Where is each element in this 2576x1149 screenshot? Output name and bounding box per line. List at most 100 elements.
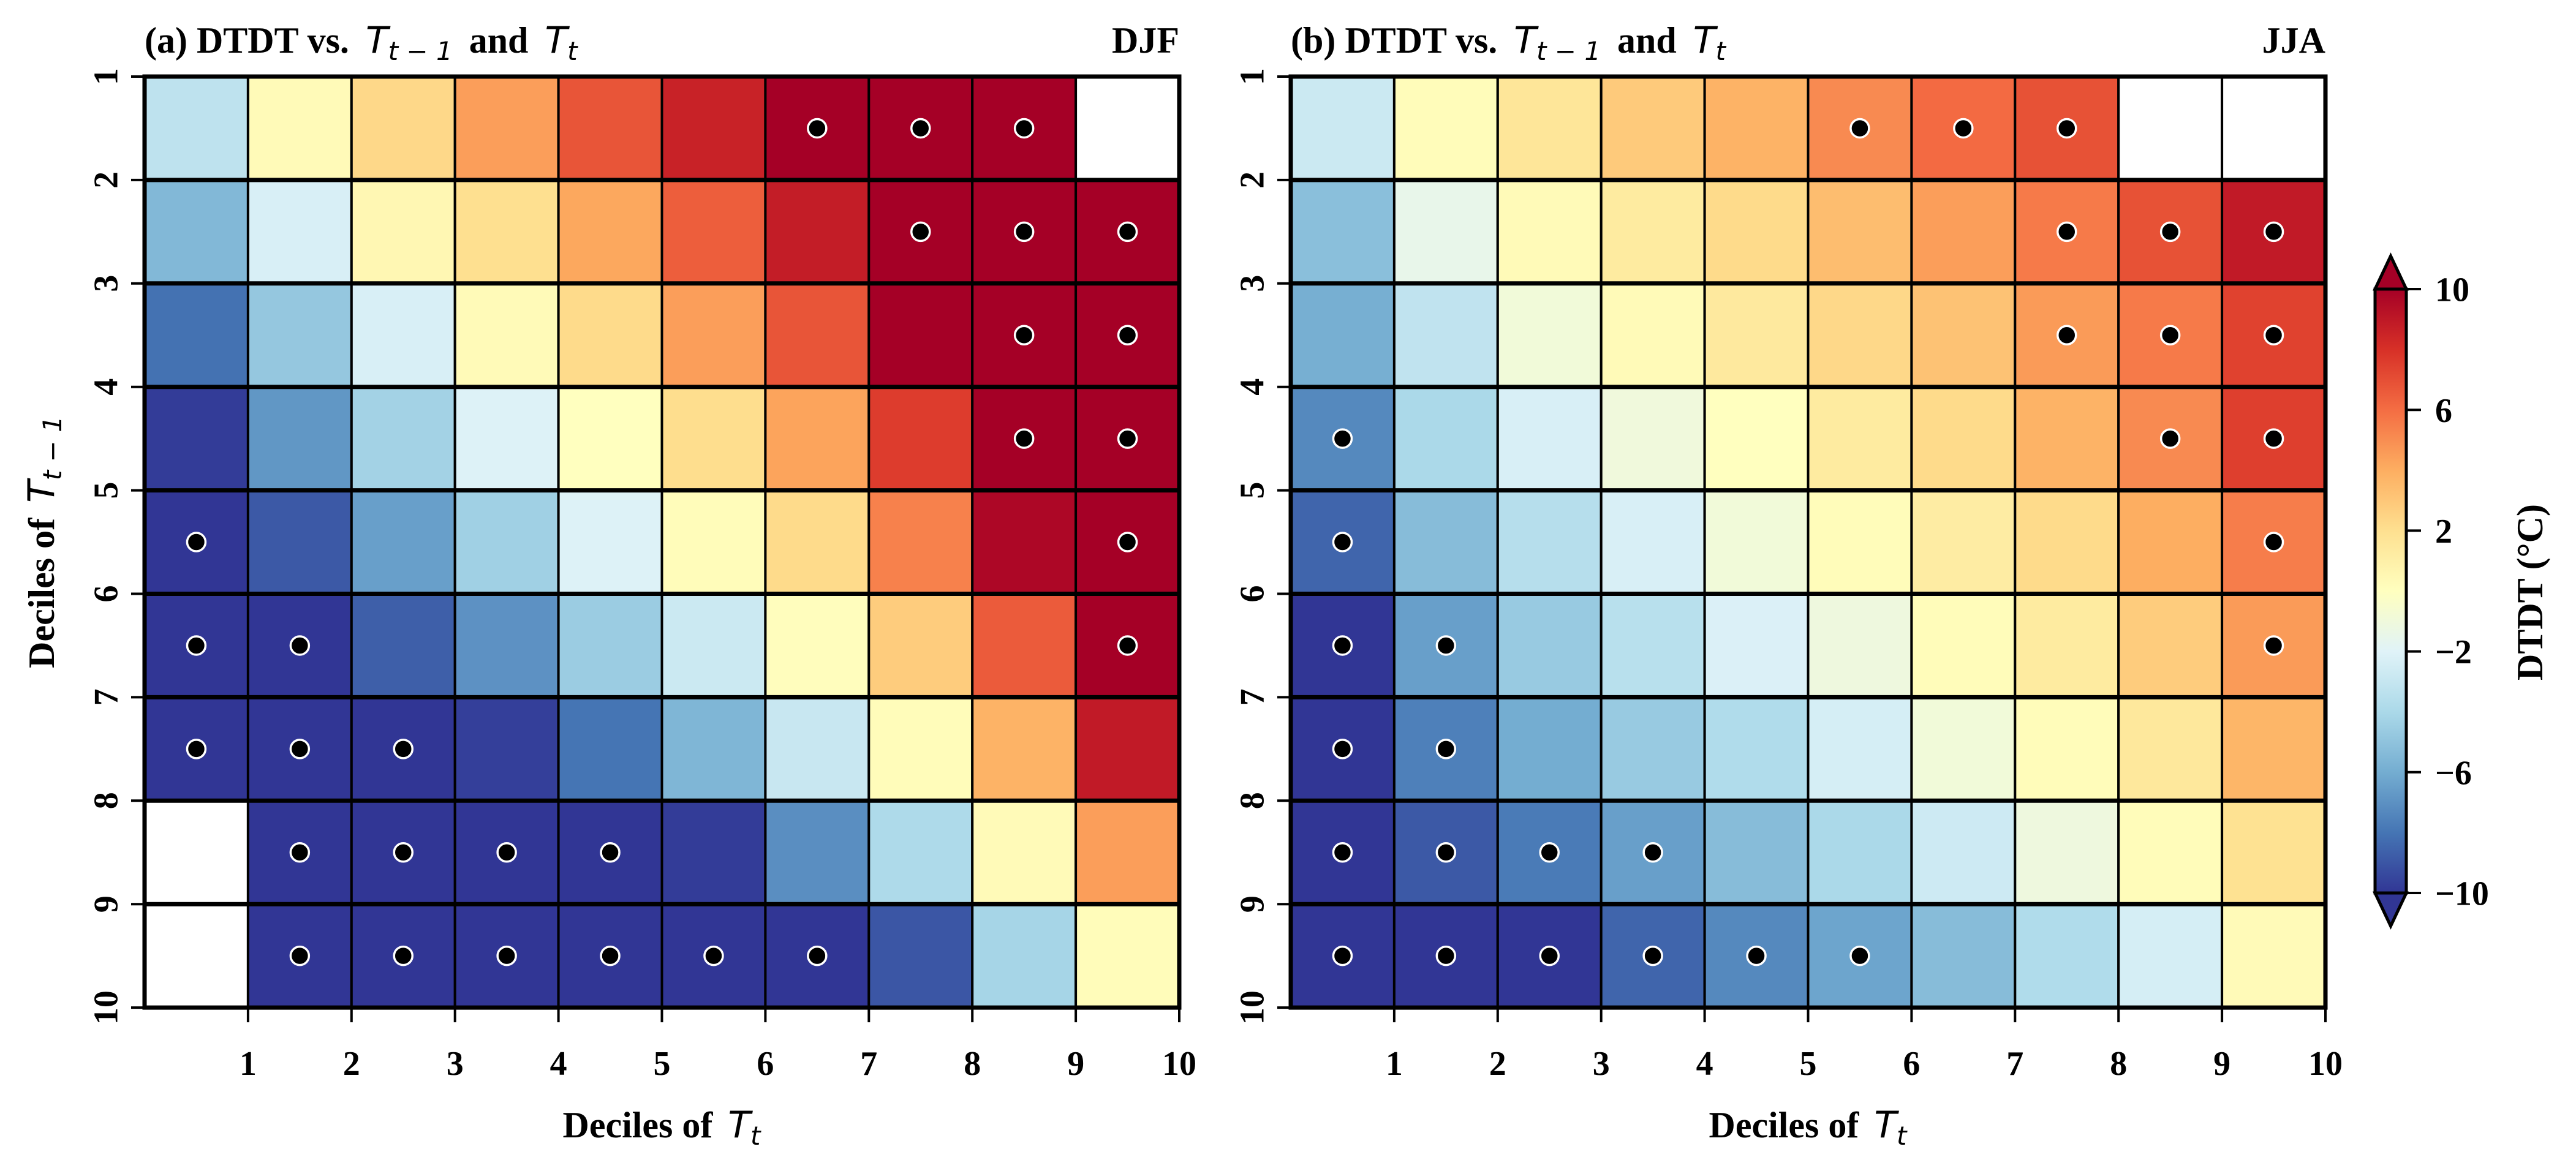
heatmap-cell-b-r6-c4 [1600, 592, 1706, 699]
significance-dot [186, 532, 207, 552]
heatmap-cell-a-r7-c7 [764, 696, 871, 802]
significance-dot [2057, 325, 2077, 345]
heatmap-cell-b-r1-c2 [1392, 75, 1499, 181]
significance-dot [186, 635, 207, 656]
y-tick-label: 4 [1234, 379, 1272, 396]
significance-dot [1642, 945, 1663, 966]
heatmap-cell-a-r5-c3 [350, 489, 456, 595]
significance-dot [2263, 428, 2284, 449]
colorbar-tick-label: −10 [2435, 875, 2489, 913]
heatmap-cell-a-r8-c9 [971, 799, 1078, 906]
heatmap-cell-a-r3-c5 [557, 282, 663, 388]
heatmap-cell-b-r4-c4 [1600, 385, 1706, 492]
y-tick-label: 3 [88, 275, 126, 292]
y-tick-label: 2 [1234, 171, 1272, 189]
significance-dot [1332, 635, 1353, 656]
heatmap-cell-a-r6-c6 [660, 592, 767, 699]
x-tick-label: 1 [240, 1045, 257, 1083]
heatmap-cell-a-r3-c7 [764, 282, 871, 388]
heatmap-cell-a-r7-c9 [971, 696, 1078, 802]
heatmap-cell-b-r6-c9 [2117, 592, 2224, 699]
heatmap-cell-a-r5-c7 [764, 489, 871, 595]
heatmap-cell-b-r9-c9 [2117, 903, 2224, 1009]
significance-dot [1435, 739, 1457, 759]
heatmap-cell-a-r6-c5 [557, 592, 663, 699]
x-tick-label: 4 [1696, 1045, 1713, 1083]
heatmap-cell-b-r1-c4 [1600, 75, 1706, 181]
heatmap-cell-b-r2-c3 [1496, 178, 1603, 285]
heatmap-cell-b-r8-c10 [2221, 799, 2327, 906]
heatmap-cell-a-r5-c9 [971, 489, 1078, 595]
significance-dot [2263, 221, 2284, 243]
heatmap-cell-b-r7-c10 [2221, 696, 2327, 802]
heatmap-cell-a-r5-c5 [557, 489, 663, 595]
x-tick-label: 7 [2006, 1045, 2023, 1083]
heatmap-cell-b-r2-c7 [1910, 178, 2017, 285]
colorbar-tick-label: −2 [2435, 633, 2472, 671]
heatmap-cell-b-r9-c10 [2221, 903, 2327, 1009]
significance-dot [1117, 635, 1138, 656]
x-tick-label: 9 [2213, 1045, 2230, 1083]
heatmap-cell-a-r3-c8 [867, 282, 974, 388]
y-tick-label: 5 [88, 482, 126, 499]
heatmap-cell-a-r9-c1 [143, 903, 249, 1009]
heatmap-cell-a-r8-c8 [867, 799, 974, 906]
heatmap-cell-a-r4-c4 [453, 385, 560, 492]
heatmap-cell-b-r3-c1 [1290, 282, 1396, 388]
x-tick-label: 7 [860, 1045, 877, 1083]
heatmap-cell-a-r6-c8 [867, 592, 974, 699]
significance-dot [1953, 118, 1974, 139]
heatmap-cell-b-r5-c2 [1392, 489, 1499, 595]
panel-a-xlabel: Deciles of Tt [562, 1104, 761, 1149]
significance-dot [1435, 945, 1457, 966]
heatmap-cell-b-r2-c4 [1600, 178, 1706, 285]
colorbar-tick-label: 6 [2435, 392, 2452, 430]
heatmap-cell-a-r2-c1 [143, 178, 249, 285]
heatmap-cell-b-r9-c7 [1910, 903, 2017, 1009]
heatmap-cell-b-r6-c7 [1910, 592, 2017, 699]
y-tick-label: 1 [88, 68, 126, 85]
x-tick-label: 9 [1067, 1045, 1084, 1083]
heatmap-cell-b-r8-c6 [1807, 799, 1913, 906]
x-tick-label: 6 [757, 1045, 774, 1083]
significance-dot [393, 945, 414, 966]
heatmap-cell-b-r5-c3 [1496, 489, 1603, 595]
heatmap-cell-a-r1-c5 [557, 75, 663, 181]
significance-dot [2263, 635, 2284, 656]
significance-dot [1849, 945, 1870, 966]
heatmap-cell-b-r4-c6 [1807, 385, 1913, 492]
colorbar-tick-label: 10 [2435, 271, 2469, 309]
significance-dot [496, 842, 517, 863]
panel-a-season: DJF [1112, 20, 1179, 61]
significance-dot [703, 945, 724, 966]
heatmap-cell-a-r1-c6 [660, 75, 767, 181]
significance-dot [1746, 945, 1767, 966]
significance-dot [807, 118, 828, 139]
heatmap-cell-b-r3-c2 [1392, 282, 1499, 388]
y-tick-label: 1 [1234, 68, 1272, 85]
x-tick-label: 3 [447, 1045, 464, 1083]
heatmap-cell-b-r3-c7 [1910, 282, 2017, 388]
heatmap-cell-a-r7-c8 [867, 696, 974, 802]
heatmap-cell-b-r7-c3 [1496, 696, 1603, 802]
heatmap-cell-a-r5-c4 [453, 489, 560, 595]
x-tick-label: 10 [2308, 1045, 2343, 1083]
heatmap-cell-a-r1-c3 [350, 75, 456, 181]
panel-b-title: (b) DTDT vs. Tt − 1 and Tt [1291, 19, 1726, 68]
heatmap-cell-b-r7-c9 [2117, 696, 2224, 802]
panel-a: (a) DTDT vs. Tt − 1 and Tt DJF 1 2 3 4 5 6 7 8 9… [20, 19, 1196, 1149]
colorbar-extend-max [2373, 252, 2409, 291]
significance-dot [910, 221, 931, 243]
heatmap-cell-a-r4-c3 [350, 385, 456, 492]
significance-dot [289, 842, 311, 863]
heatmap-cell-b-r8-c7 [1910, 799, 2017, 906]
significance-dot [1332, 428, 1353, 449]
heatmap-cell-a-r4-c2 [246, 385, 353, 492]
heatmap-cell-a-r2-c7 [764, 178, 871, 285]
y-tick-label: 10 [88, 990, 126, 1025]
y-tick-label: 9 [88, 895, 126, 913]
significance-dot [807, 945, 828, 966]
heatmap-cell-a-r4-c8 [867, 385, 974, 492]
heatmap-cell-a-r6-c7 [764, 592, 871, 699]
colorbar-tick-label: 2 [2435, 513, 2452, 551]
